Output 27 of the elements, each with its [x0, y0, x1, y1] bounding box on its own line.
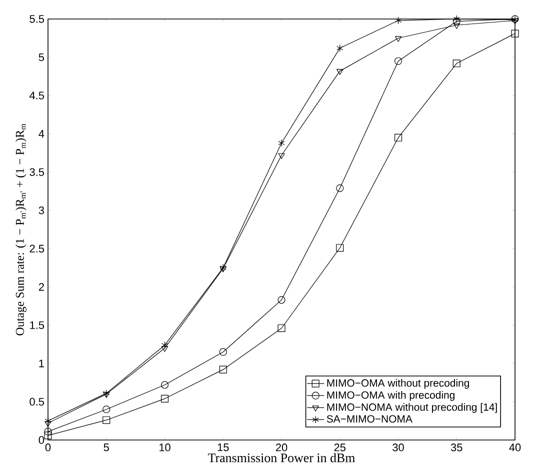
y-tick-label: 5.5 — [30, 15, 44, 23]
x-tick-label: 20 — [276, 444, 288, 452]
x-tick-label: 0 — [45, 444, 51, 452]
y-axis-title: Outage Sum rate: (1 − P$_{m'}$)R$_{m'}$ + (1 − P$_{m}$)R$_{m}$ — [16, 124, 26, 336]
x-tick-label: 30 — [392, 444, 404, 452]
y-tick-label: 3.5 — [30, 168, 44, 176]
y-tick-label: 0 — [38, 436, 44, 444]
legend-label: MIMO−NOMA without precoding [14] — [327, 403, 497, 413]
y-tick-label: 4.5 — [29, 92, 44, 100]
y-tick-label: 5 — [38, 53, 44, 62]
y-tick-label: 3 — [38, 206, 44, 214]
x-tick-label: 5 — [104, 444, 109, 452]
y-tick-label: 1 — [39, 360, 44, 368]
y-tick-label: 0.5 — [30, 398, 44, 406]
x-tick-label: 35 — [450, 444, 462, 452]
x-tick-label: 25 — [334, 444, 346, 452]
x-axis-title: Transmission Power in dBm — [208, 453, 355, 462]
legend-label: MIMO−OMA with precoding — [327, 391, 454, 401]
y-tick-label: 1.5 — [30, 321, 44, 330]
y-tick-label: 4 — [38, 130, 44, 138]
legend-label: MIMO−OMA without precoding — [327, 379, 470, 389]
x-tick-label: 40 — [509, 444, 521, 452]
legend-label: SA−MIMO−NOMA — [326, 415, 412, 423]
y-tick-label: 2.5 — [30, 244, 44, 253]
y-tick-label: 2 — [38, 283, 44, 291]
x-tick-label: 15 — [218, 444, 229, 452]
x-tick-label: 10 — [159, 444, 170, 452]
